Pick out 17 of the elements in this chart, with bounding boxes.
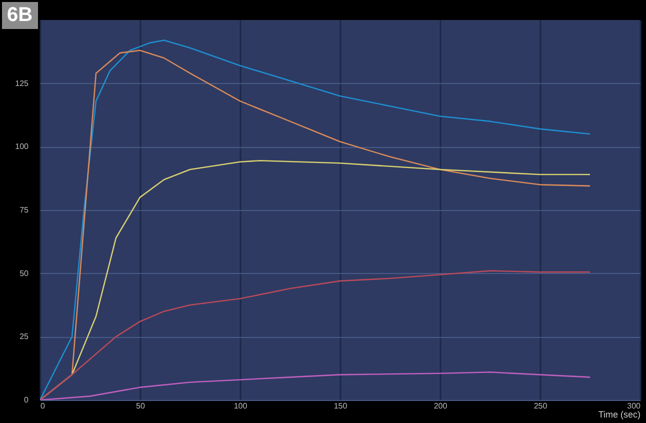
x-tick-label: 300 [627,402,642,410]
x-axis-title: Time (sec) [598,410,640,420]
y-tick-label: 50 [20,268,30,278]
y-tick-label: 125 [15,78,30,88]
x-tick-label: 150 [334,402,348,410]
x-tick-label: 200 [434,402,448,410]
line-series [40,270,591,400]
line-series [40,371,591,400]
text: 6B [2,2,38,29]
x-tick-label: 100 [234,402,248,410]
x-tick-label: 0 [40,402,46,410]
y-tick-label: 75 [20,206,30,214]
x-tick-label: 50 [136,402,146,410]
y-tick-label: 25 [20,332,30,342]
x-tick-label: 250 [534,402,548,410]
y-tick-label: 0 [24,396,30,404]
y-tick-label: 100 [15,142,30,152]
